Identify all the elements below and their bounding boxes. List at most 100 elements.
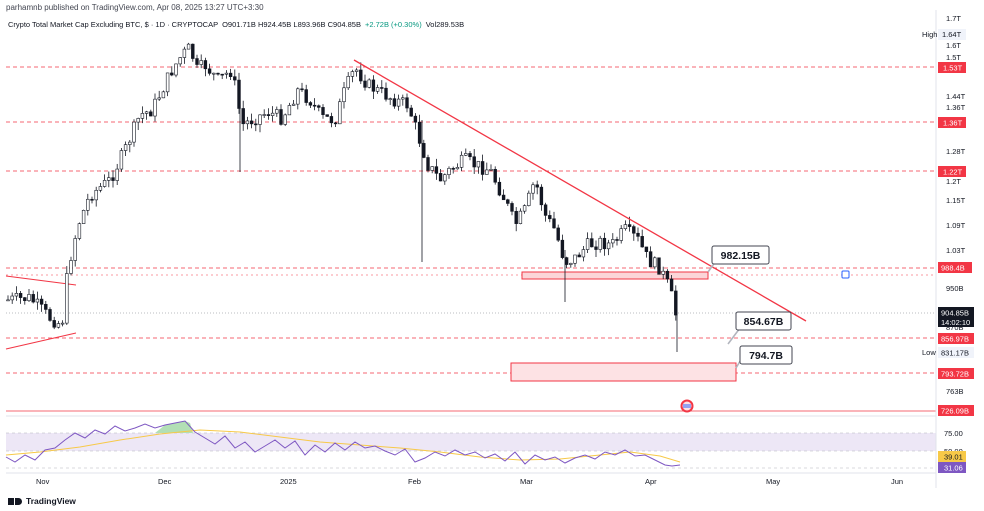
price-tick: 1.2T: [946, 177, 961, 186]
candle: [640, 229, 644, 248]
wedge-upper-line[interactable]: [5, 275, 77, 286]
symbol-legend: Crypto Total Market Cap Excluding BTC, $…: [8, 20, 464, 29]
candle: [514, 207, 518, 232]
candle: [396, 94, 401, 111]
candle: [447, 166, 451, 179]
low-value: 831.17B: [941, 349, 969, 358]
candle: [363, 74, 367, 91]
candle: [573, 254, 577, 267]
price-axis[interactable]: 1.7T 1.6T 1.5T 1.44T 1.36T 1.28T 1.2T 1.…: [922, 10, 974, 488]
resistance-callout-text: 982.15B: [721, 250, 761, 262]
candle: [653, 256, 657, 270]
candle: [86, 193, 90, 216]
volume-value: Vol289.53B: [425, 20, 465, 29]
change-value: +2.72B (+0.30%): [364, 20, 422, 29]
candle: [636, 227, 640, 242]
time-label: Nov: [36, 477, 50, 486]
open-value: O901.71B: [222, 20, 256, 29]
candle: [174, 63, 178, 78]
candle: [132, 119, 136, 147]
candle: [598, 235, 602, 253]
candle: [287, 102, 292, 116]
candle: [527, 190, 531, 207]
resistance-callout[interactable]: 982.15B: [711, 245, 770, 265]
target-callout[interactable]: 794.7B: [739, 345, 793, 365]
candle: [23, 296, 27, 305]
candle: [207, 63, 212, 76]
candle: [560, 234, 565, 260]
support-callout-text: 854.67B: [744, 316, 784, 328]
candle: [94, 186, 98, 207]
target-zone[interactable]: [510, 362, 737, 382]
candle: [342, 81, 346, 109]
candle: [140, 106, 145, 124]
level-tag: 1.36T: [943, 119, 963, 128]
candle: [224, 70, 229, 79]
time-label: Dec: [158, 477, 172, 486]
level-tag: 793.72B: [941, 370, 969, 379]
wedge-lower-line[interactable]: [5, 332, 77, 350]
candle: [233, 69, 237, 86]
tradingview-brand: TradingView: [8, 496, 76, 506]
rsi-value-tag: [938, 462, 966, 473]
candle: [56, 320, 61, 329]
candle: [81, 209, 86, 225]
candle: [144, 110, 149, 120]
candle: [333, 121, 338, 128]
candle: [455, 163, 460, 170]
candle: [52, 316, 56, 330]
candle: [422, 139, 426, 159]
candle: [329, 112, 334, 128]
candle: [443, 173, 447, 185]
high-value: H924.45B: [257, 20, 292, 29]
candle: [228, 68, 233, 81]
candle: [522, 204, 527, 214]
candle: [556, 224, 560, 242]
target-callout-text: 794.7B: [749, 350, 783, 362]
candle: [489, 164, 493, 171]
candle: [497, 177, 502, 197]
level-tag-bg: [938, 62, 966, 73]
high-value: 1.64T: [942, 30, 962, 39]
rsi-value: 31.06: [944, 464, 963, 473]
economic-events-icon[interactable]: [680, 399, 694, 413]
candle: [384, 82, 388, 102]
candle: [283, 113, 287, 127]
level-tag-bg: [938, 117, 966, 128]
time-axis[interactable]: Nov Dec 2025 Feb Mar Apr May Jun: [6, 472, 936, 486]
candle: [73, 235, 77, 267]
symbol-title[interactable]: Crypto Total Market Cap Excluding BTC, $…: [8, 20, 219, 29]
candle: [354, 68, 359, 77]
resistance-zone[interactable]: [521, 271, 709, 280]
descending-trendline[interactable]: [353, 59, 807, 322]
candle: [506, 198, 510, 207]
price-tick: 763B: [946, 387, 964, 396]
candle: [615, 236, 619, 246]
candle: [186, 42, 191, 50]
candle: [275, 106, 279, 117]
drawing-handle[interactable]: [841, 270, 850, 279]
price-tick: 870B: [946, 323, 964, 332]
support-callout[interactable]: 854.67B: [735, 311, 792, 331]
low-value: L893.96B: [293, 20, 326, 29]
ohlc-values: O901.71B H924.45B L893.96B C904.85B: [222, 20, 361, 29]
candle: [48, 307, 52, 322]
candle: [119, 147, 124, 172]
candle: [279, 104, 283, 126]
candle: [44, 300, 48, 314]
candle: [317, 104, 321, 112]
candle: [128, 139, 132, 153]
candle: [661, 266, 665, 280]
level-tag-bg: [938, 262, 972, 273]
candle: [220, 73, 224, 80]
candle: [552, 211, 556, 229]
time-label: Apr: [645, 477, 657, 486]
candle: [157, 90, 161, 102]
candle: [644, 246, 649, 258]
candle: [392, 93, 397, 109]
candle: [485, 162, 489, 175]
candle: [149, 109, 153, 117]
candle: [417, 114, 422, 147]
candle: [375, 84, 380, 94]
